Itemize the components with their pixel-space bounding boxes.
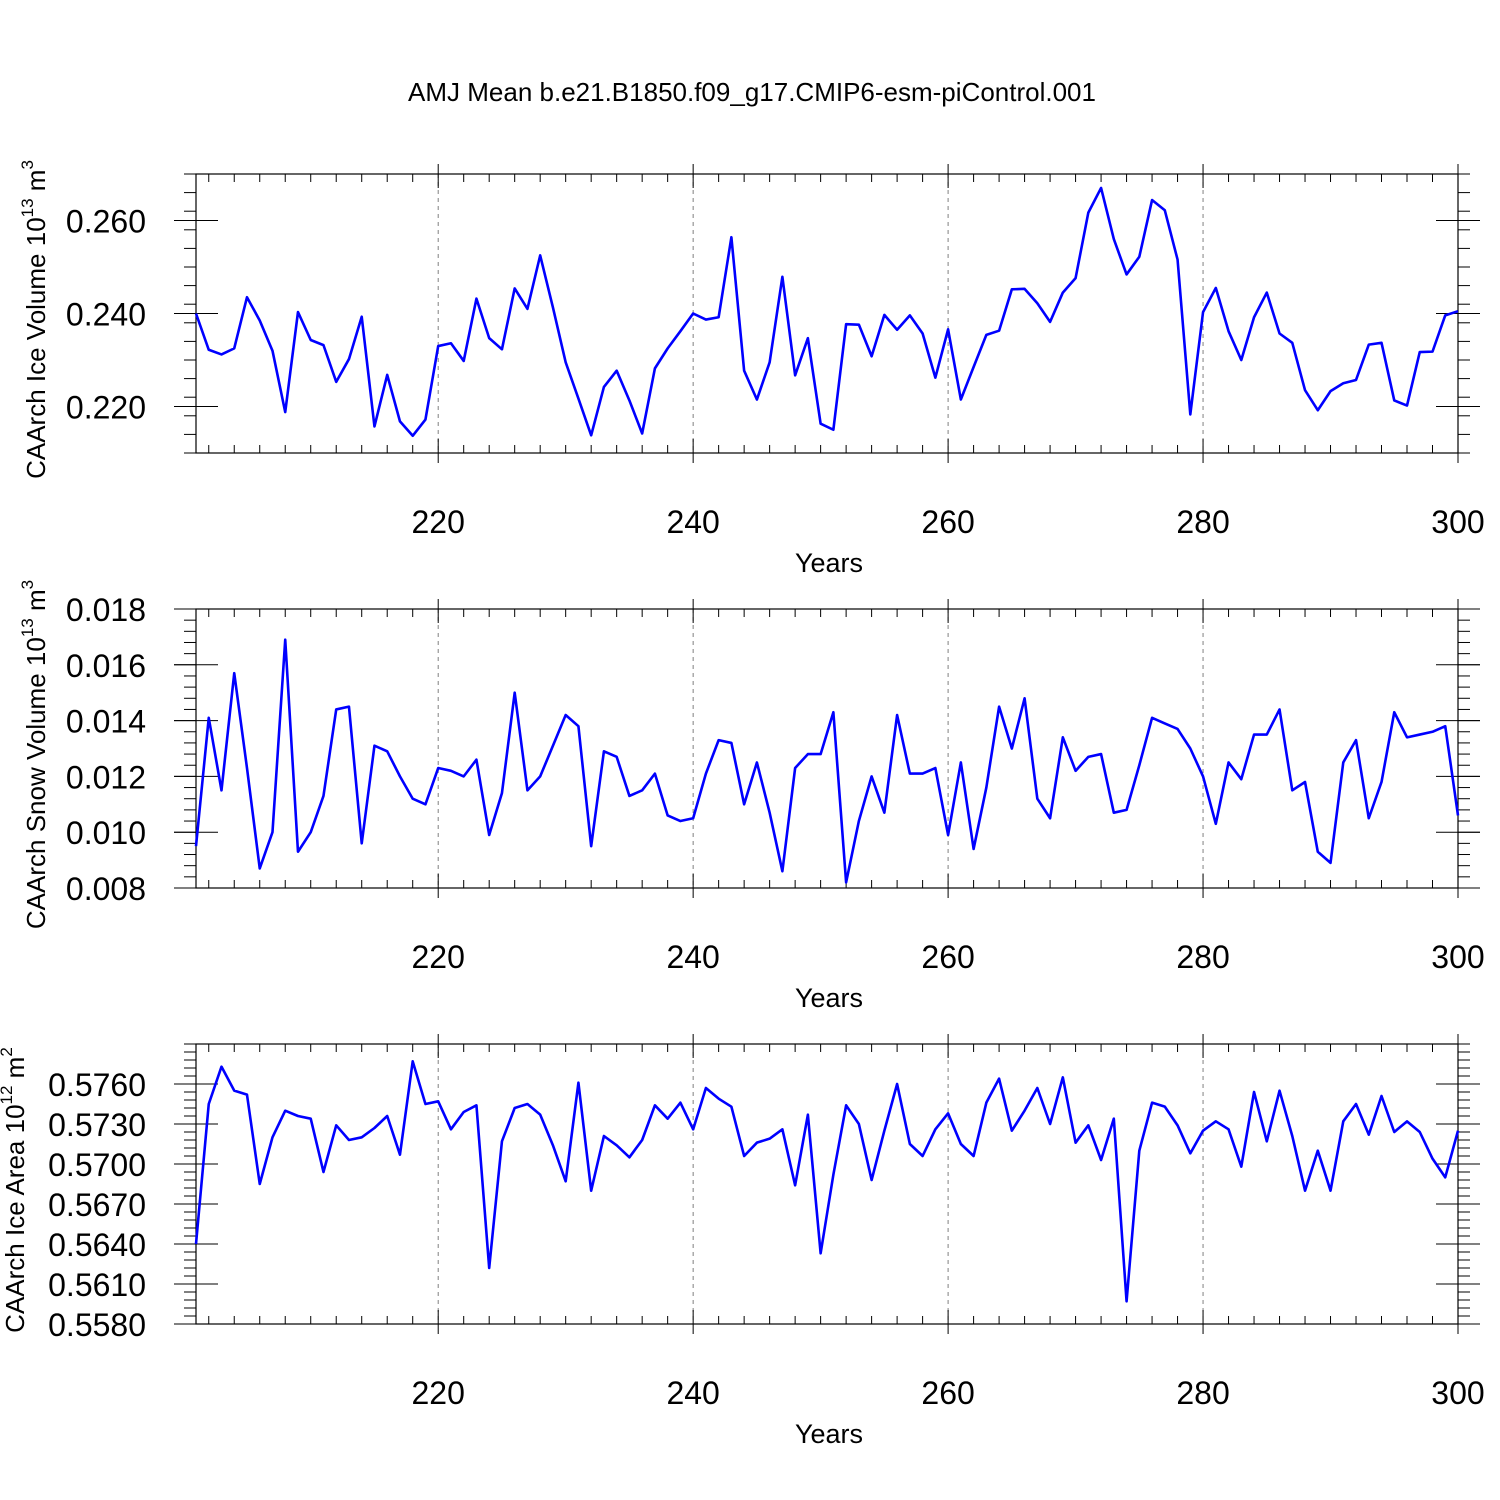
- x-tick-label: 260: [921, 939, 974, 975]
- y-tick-label: 0.5640: [48, 1227, 146, 1263]
- y-axis-label-unit: m: [0, 1057, 30, 1086]
- y-axis-label-exp: 13: [18, 198, 37, 217]
- x-axis-label: Years: [795, 1419, 863, 1449]
- y-axis-label-exp: 12: [0, 1086, 16, 1105]
- x-tick-label: 300: [1431, 939, 1484, 975]
- y-tick-label: 0.5580: [48, 1307, 146, 1343]
- panel-1: 0.220 0.240 0.260 220 240 260 280 300 Years CAArc…: [18, 160, 1485, 578]
- y-tick-label: 0.008: [66, 871, 146, 907]
- y-tick-label: 0.260: [66, 204, 146, 240]
- x-tick-label: 300: [1431, 504, 1484, 540]
- plot-frame: [195, 1043, 1459, 1325]
- x-tick-label: 220: [412, 939, 465, 975]
- x-axis-label: Years: [795, 548, 863, 578]
- y-tick-label: 0.012: [66, 759, 146, 795]
- plot-frame: [195, 608, 1459, 889]
- x-tick-label: 240: [666, 504, 719, 540]
- x-axis-label: Years: [795, 983, 863, 1013]
- y-tick-label: 0.5730: [48, 1107, 146, 1143]
- y-axis-label-unit-exp: 3: [18, 580, 37, 589]
- x-tick-label: 280: [1176, 1375, 1229, 1411]
- y-axis-label-unit-exp: 3: [18, 160, 37, 169]
- y-axis-label-unit-exp: 2: [0, 1047, 16, 1056]
- x-tick-label: 220: [412, 504, 465, 540]
- y-tick-label: 0.5670: [48, 1187, 146, 1223]
- y-axis-label: CAArch Ice Area 1012 m2: [0, 1047, 30, 1333]
- x-tick-label: 300: [1431, 1375, 1484, 1411]
- y-axis-label-unit: m: [21, 170, 51, 199]
- x-tick-label: 240: [666, 939, 719, 975]
- y-tick-label: 0.5610: [48, 1267, 146, 1303]
- y-axis-label: CAArch Snow Volume 1013 m3: [18, 580, 51, 929]
- y-axis-label-exp: 13: [18, 618, 37, 637]
- data-series-line: [194, 1060, 1460, 1303]
- x-tick-label: 280: [1176, 939, 1229, 975]
- panels-container: 0.220 0.240 0.260 220 240 260 280 300 Years CAArc…: [0, 160, 1485, 1449]
- data-series-line: [194, 186, 1459, 438]
- x-tick-label: 260: [921, 504, 974, 540]
- x-tick-label: 280: [1176, 504, 1229, 540]
- panel-2: 0.008 0.010 0.012 0.014 0.016 0.018 220 240 260 2…: [18, 580, 1485, 1013]
- y-axis-label: CAArch Ice Volume 1013 m3: [18, 160, 51, 479]
- x-tick-label: 240: [666, 1375, 719, 1411]
- y-axis-label-unit: m: [21, 589, 51, 618]
- y-tick-label: 0.5760: [48, 1067, 146, 1103]
- x-tick-label: 220: [412, 1375, 465, 1411]
- figure-title: AMJ Mean b.e21.B1850.f09_g17.CMIP6-esm-p…: [408, 77, 1096, 107]
- y-tick-label: 0.220: [66, 390, 146, 426]
- y-axis-label-main: CAArch Ice Volume 10: [21, 217, 51, 479]
- panel-3: 0.5580 0.5610 0.5640 0.5670 0.5700 0.5730 0.57…: [0, 1034, 1485, 1449]
- y-tick-label: 0.010: [66, 815, 146, 851]
- y-axis-label-main: CAArch Ice Area 10: [0, 1104, 30, 1332]
- x-tick-label: 260: [921, 1375, 974, 1411]
- y-tick-label: 0.5700: [48, 1147, 146, 1183]
- y-tick-label: 0.018: [66, 592, 146, 628]
- y-tick-label: 0.240: [66, 297, 146, 333]
- y-tick-label: 0.014: [66, 704, 146, 740]
- y-tick-label: 0.016: [66, 648, 146, 684]
- data-series-line: [194, 638, 1460, 884]
- y-axis-label-main: CAArch Snow Volume 10: [21, 637, 51, 929]
